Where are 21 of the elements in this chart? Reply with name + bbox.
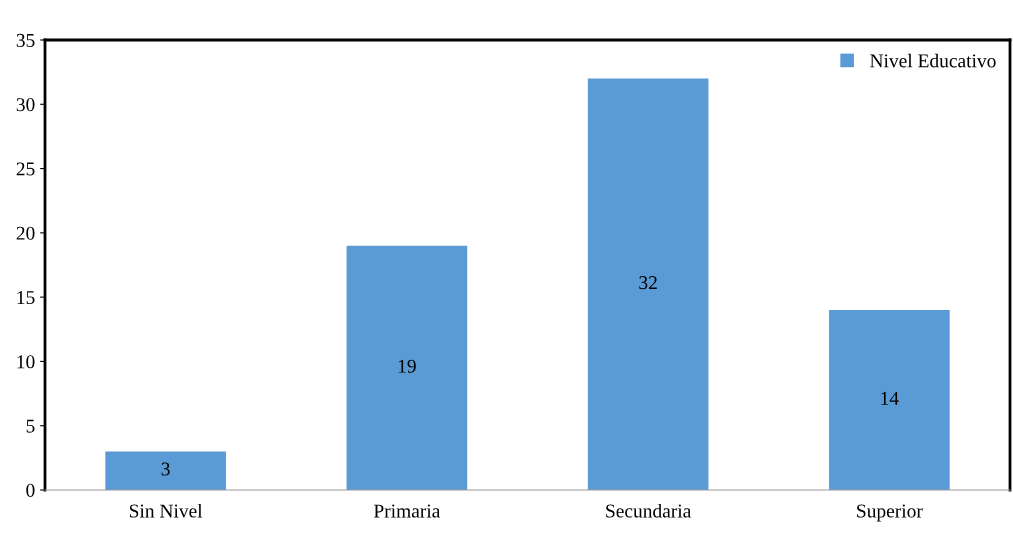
legend-label: Nivel Educativo (870, 53, 996, 68)
data-label: 19 (398, 359, 416, 373)
y-tick-label: 5 (26, 419, 35, 433)
bar (587, 78, 709, 490)
bar (346, 245, 468, 490)
data-label: 32 (639, 276, 657, 290)
y-tick-label: 20 (16, 226, 35, 240)
x-tick-label: Superior (857, 504, 923, 522)
x-tick-label: Sin Nivel (129, 503, 203, 518)
y-tick-label: 35 (16, 33, 35, 47)
bar (829, 310, 950, 490)
bar (105, 451, 226, 490)
data-label: 3 (161, 462, 170, 476)
data-label: 14 (881, 391, 899, 405)
y-tick-label: 30 (16, 98, 35, 112)
x-tick-label: Secundaria (606, 503, 692, 518)
y-tick-label: 25 (16, 162, 35, 176)
y-tick-label: 10 (17, 355, 35, 369)
y-tick-label: 15 (17, 291, 35, 305)
x-tick-label: Primaria (373, 504, 441, 518)
y-tick-label: 0 (26, 483, 35, 497)
